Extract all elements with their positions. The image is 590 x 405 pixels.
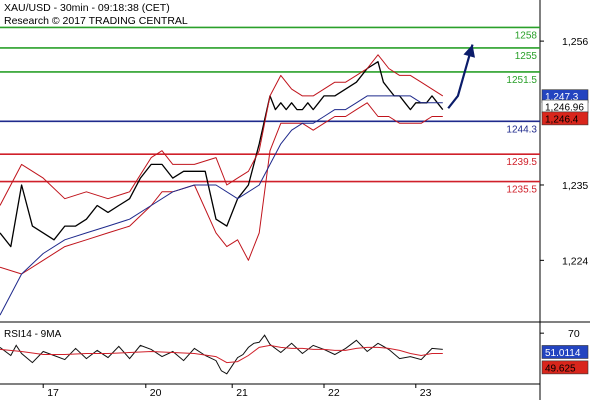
axis-layer: 1,256 1,235 1,224 70 17 20 21 22 23 (42, 36, 588, 399)
tags-layer: 1,247.31,246.961,246.4 51.0114 49.625 (541, 89, 589, 375)
series-rsi-ma (0, 344, 443, 364)
chart-copyright: Research © 2017 TRADING CENTRAL (4, 15, 188, 27)
forecast-arrow-head (463, 44, 475, 58)
rsi-tag-value-box (541, 345, 589, 359)
chart-title: XAU/USD - 30min - 09:18:38 (CET) (4, 2, 170, 14)
rsi-tag-ma-label: 49.625 (545, 363, 576, 374)
series-bollinger-upper (0, 54, 444, 206)
price-tag-last-label: 1,246.96 (545, 103, 584, 114)
forecast-arrow (447, 44, 474, 109)
levels-layer: 1258 1255 1251.5 1244.3 1239.5 1235.5 (0, 26, 540, 196)
time-tick-label-3: 22 (328, 387, 340, 399)
rsi-title: RSI14 - 9MA (4, 329, 62, 340)
series-bollinger-lower (0, 102, 443, 275)
price-tick-label-1: 1,235 (562, 180, 588, 192)
time-tick-label-4: 23 (420, 387, 432, 399)
level-label-1: 1255 (515, 51, 538, 62)
price-tag-ask-label: 1,247.3 (545, 92, 579, 103)
price-tick-label-0: 1,256 (562, 36, 588, 48)
level-label-3: 1244.3 (506, 124, 537, 135)
rsi-tick-label: 70 (568, 328, 580, 340)
rsi-tag-ma-box (541, 360, 589, 375)
price-tag-bid-label: 1,246.4 (545, 114, 579, 125)
time-tick-label-0: 17 (47, 387, 59, 399)
level-label-5: 1235.5 (506, 185, 537, 196)
time-tick-label-1: 20 (150, 387, 162, 399)
series-moving-average (0, 95, 443, 316)
level-label-4: 1239.5 (506, 157, 537, 168)
level-label-0: 1258 (515, 30, 538, 41)
rsi-layer (0, 334, 443, 375)
series-layer (0, 44, 475, 316)
time-tick-label-2: 21 (236, 387, 248, 399)
level-label-2: 1251.5 (506, 75, 537, 86)
price-tick-label-2: 1,224 (562, 255, 588, 267)
price-tag-bid-box (541, 111, 589, 126)
series-rsi (0, 334, 443, 375)
rsi-tag-value-label: 51.0114 (545, 348, 581, 359)
